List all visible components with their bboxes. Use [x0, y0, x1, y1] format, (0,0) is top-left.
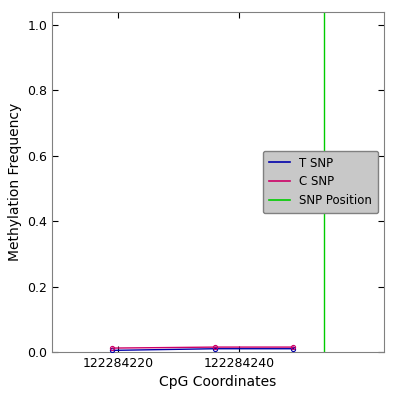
X-axis label: CpG Coordinates: CpG Coordinates	[159, 376, 277, 390]
Legend: T SNP, C SNP, SNP Position: T SNP, C SNP, SNP Position	[263, 151, 378, 213]
Y-axis label: Methylation Frequency: Methylation Frequency	[8, 103, 22, 261]
